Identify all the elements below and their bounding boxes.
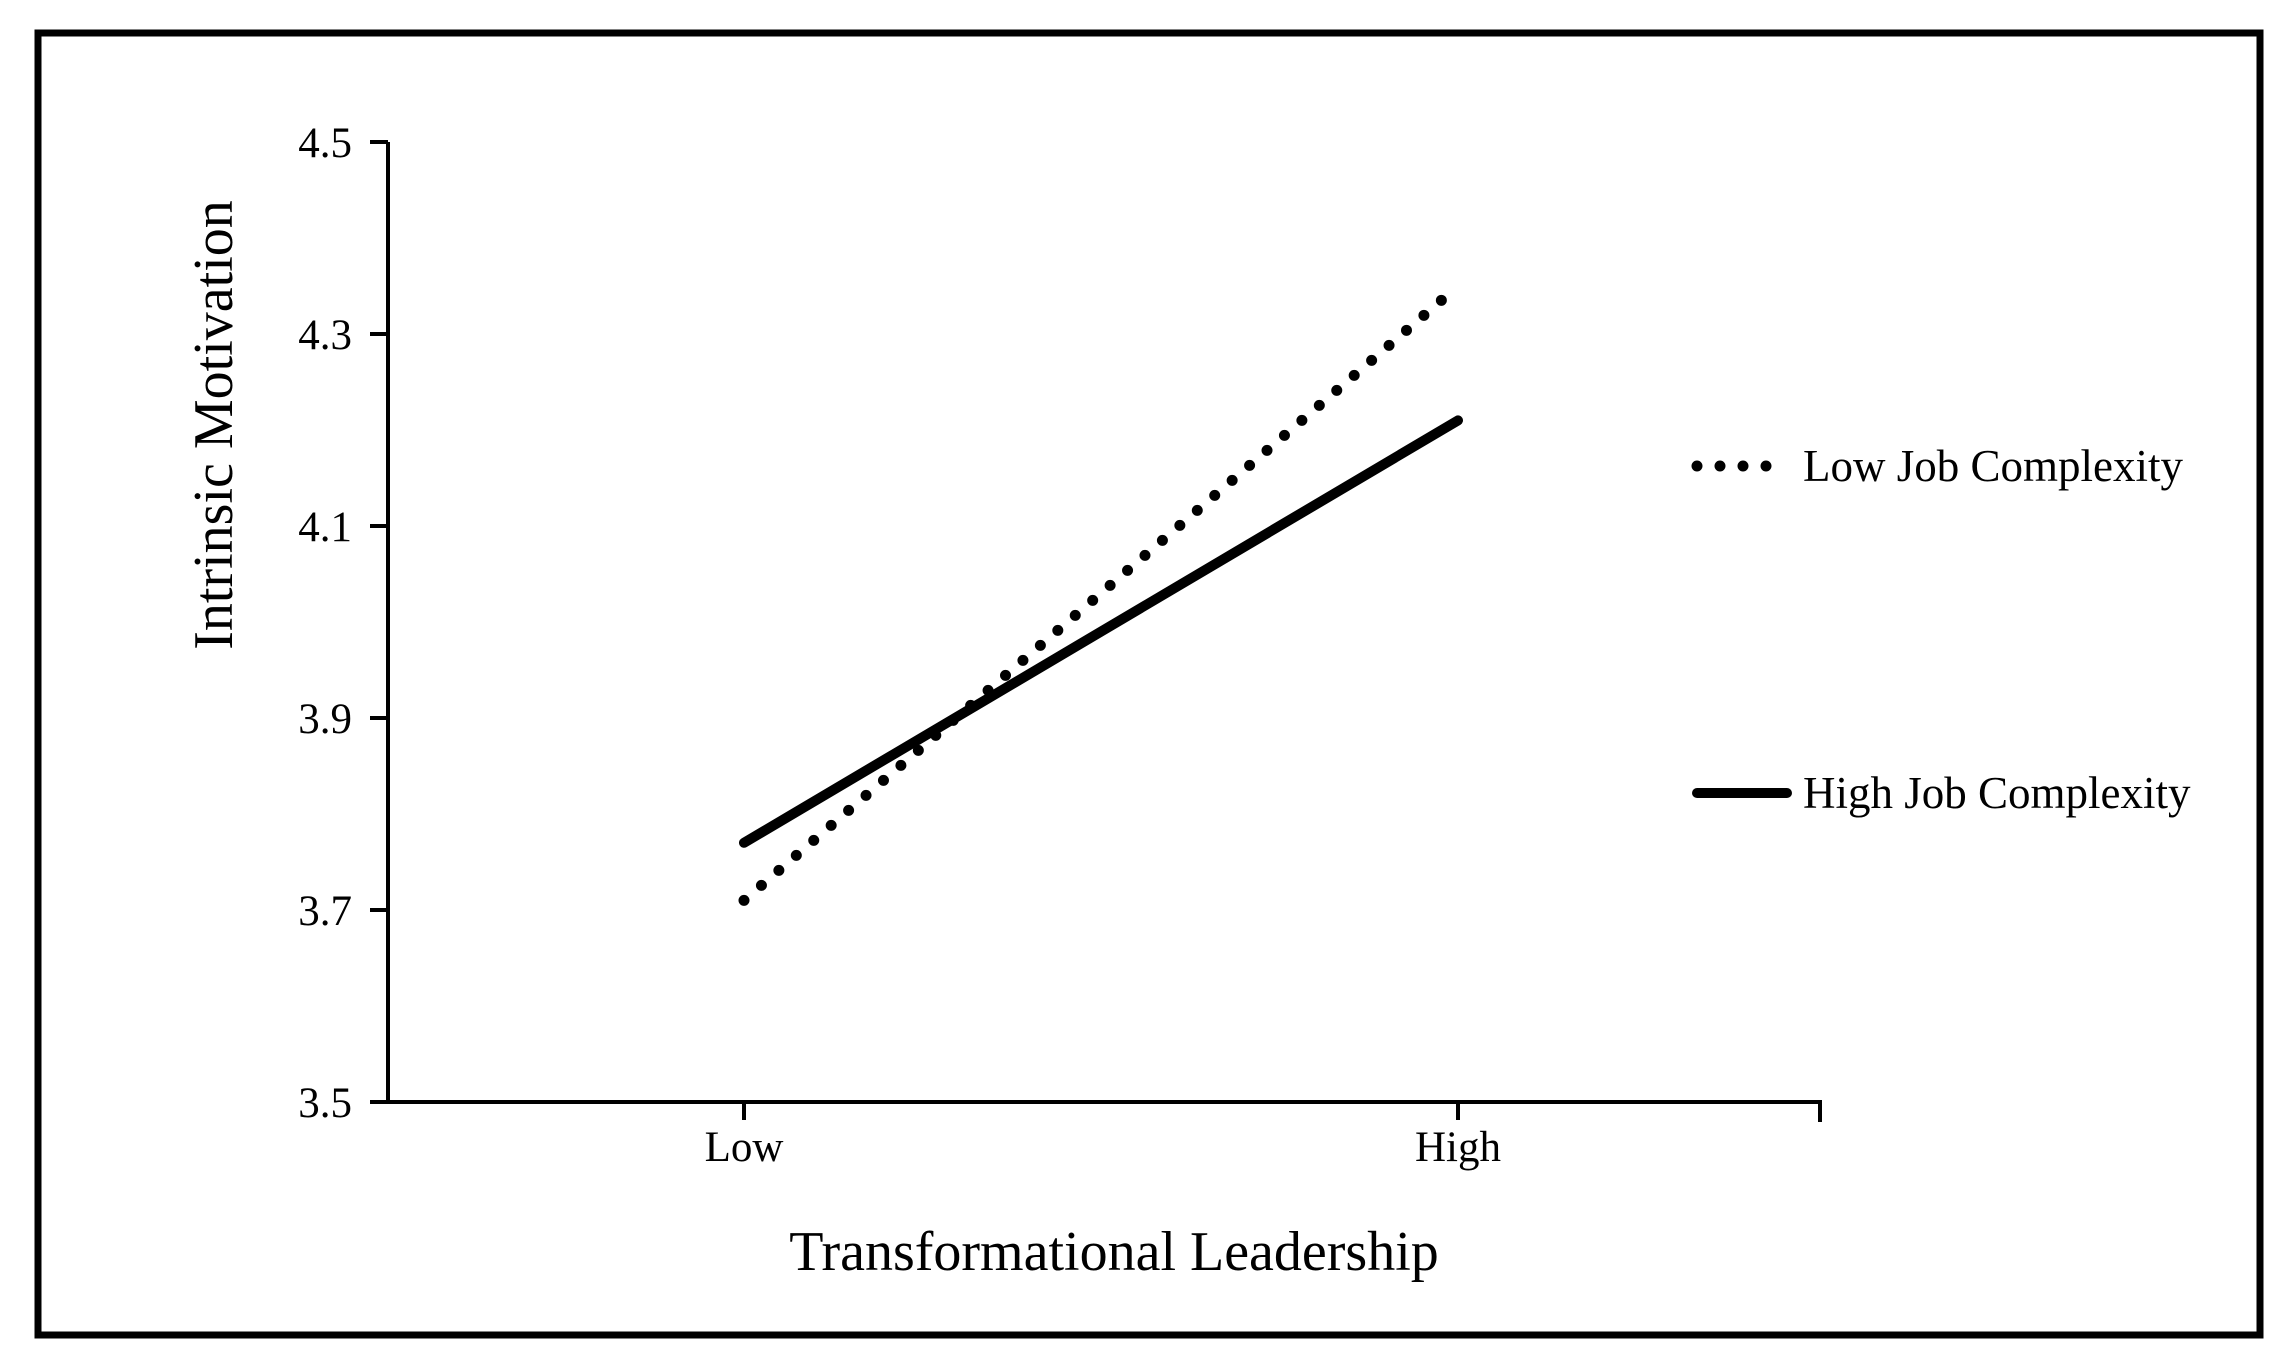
y-tick-label: 4.3 [298,312,352,359]
x-axis-ticks: Low High [705,1102,1501,1171]
y-tick-label: 4.5 [298,120,352,167]
series-line-low-job-complexity [738,280,1464,906]
series-lines [738,280,1464,906]
x-tick-label-low: Low [705,1124,784,1171]
chart-frame [34,29,2264,1339]
y-axis-title: Intrinsic Motivation [183,200,245,650]
x-tick-label-high: High [1415,1124,1501,1171]
x-axis-title: Transformational Leadership [789,1221,1439,1283]
y-tick-label: 3.7 [298,888,352,935]
legend-label-high-job-complexity: High Job Complexity [1803,768,2191,818]
y-axis-ticks: 3.5 3.7 3.9 4.1 4.3 4.5 [298,120,388,1127]
legend-label-low-job-complexity: Low Job Complexity [1803,441,2183,491]
legend: Low Job Complexity High Job Complexity [1691,441,2191,818]
series-line-high-job-complexity [739,415,1463,848]
y-tick-label: 3.9 [298,696,352,743]
y-tick-label: 3.5 [298,1080,352,1127]
y-tick-label: 4.1 [298,504,352,551]
